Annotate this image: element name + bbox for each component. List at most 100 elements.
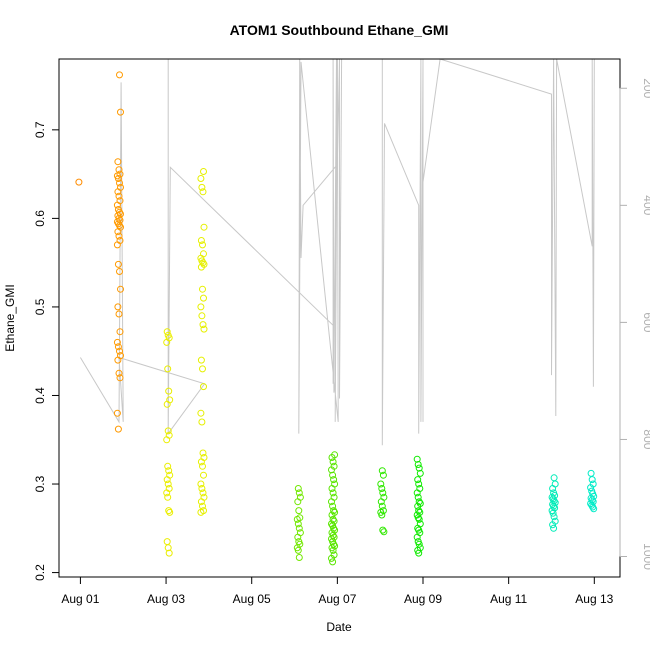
data-point	[75, 178, 83, 186]
data-point	[415, 549, 423, 557]
data-point	[414, 502, 422, 510]
x-tick-label: Aug 11	[490, 592, 527, 606]
data-point	[549, 521, 557, 529]
data-point	[328, 554, 335, 562]
data-point	[116, 71, 123, 79]
data-point	[200, 383, 207, 391]
data-point	[413, 455, 421, 463]
data-point	[200, 325, 208, 333]
pressure-track-layer	[79, 58, 595, 446]
data-point	[294, 520, 302, 528]
data-point	[198, 485, 206, 492]
data-point	[197, 263, 205, 271]
x-tick-label: Aug 05	[233, 592, 271, 606]
data-point	[164, 480, 172, 488]
data-point	[588, 476, 596, 484]
data-point	[413, 533, 421, 541]
data-point	[294, 498, 302, 506]
data-point	[163, 476, 171, 484]
data-point	[163, 338, 171, 346]
data-point	[197, 409, 205, 417]
data-point	[115, 192, 123, 200]
data-point	[295, 524, 303, 532]
data-point	[329, 558, 337, 566]
data-point	[587, 494, 595, 502]
data-point	[378, 511, 386, 519]
data-point	[377, 480, 385, 488]
data-point	[163, 328, 171, 336]
y-tick-label: 0.4	[33, 387, 47, 404]
data-point	[587, 469, 595, 477]
data-point	[164, 462, 172, 470]
data-point	[550, 497, 558, 505]
data-point	[114, 356, 122, 364]
data-point	[550, 524, 558, 532]
data-point	[113, 338, 121, 346]
data-point	[114, 158, 122, 166]
data-point	[295, 554, 303, 561]
data-point	[116, 222, 123, 229]
data-point	[197, 356, 205, 364]
data-point	[294, 533, 302, 541]
data-point	[378, 502, 386, 510]
data-point	[328, 498, 335, 506]
data-point	[549, 495, 557, 503]
data-point	[114, 303, 122, 311]
data-point	[377, 498, 385, 506]
data-point	[113, 241, 121, 249]
data-point	[293, 515, 301, 523]
data-point	[328, 511, 336, 519]
x-axis-title: Date	[326, 620, 352, 634]
data-point	[415, 464, 423, 472]
data-point	[199, 241, 206, 249]
data-point	[113, 201, 121, 209]
data-point	[115, 369, 123, 377]
y2-tick-label: 600	[641, 312, 650, 332]
data-point	[590, 505, 598, 513]
data-point	[550, 502, 558, 510]
data-point	[379, 471, 387, 479]
data-point	[116, 179, 123, 187]
data-point	[415, 507, 423, 515]
data-point	[329, 471, 337, 479]
data-point	[588, 496, 596, 504]
x-tick-label: Aug 09	[404, 592, 442, 606]
data-point	[549, 509, 557, 517]
data-point	[415, 480, 423, 488]
data-point	[199, 365, 206, 373]
data-point	[199, 449, 207, 457]
data-point	[198, 183, 206, 191]
data-point	[550, 513, 558, 521]
data-point	[414, 514, 422, 522]
data-point	[329, 502, 337, 510]
data-point	[330, 476, 338, 484]
y-tick-label: 0.7	[33, 121, 47, 138]
data-point	[165, 549, 173, 557]
chart-title: ATOM1 Southbound Ethane_GMI	[230, 22, 449, 38]
data-point	[378, 485, 386, 492]
data-point	[197, 303, 205, 311]
data-point	[116, 268, 123, 275]
x-tick-label: Aug 13	[575, 592, 613, 606]
pressure-track-line	[79, 58, 595, 446]
data-point	[114, 220, 122, 228]
data-point	[295, 489, 303, 497]
y2-tick-label: 200	[641, 78, 650, 98]
data-point	[415, 515, 423, 523]
data-point	[165, 467, 173, 475]
data-point	[197, 480, 205, 488]
data-point	[328, 454, 336, 461]
data-point	[116, 374, 124, 382]
data-point	[113, 409, 121, 417]
data-point	[163, 489, 171, 497]
data-point	[199, 489, 207, 497]
data-point	[114, 260, 122, 268]
y2-tick-label: 1000	[641, 543, 650, 570]
data-point	[116, 328, 124, 336]
data-points-layer	[75, 71, 598, 566]
data-point	[329, 546, 337, 554]
y-tick-label: 0.6	[33, 210, 47, 227]
x-axis: Aug 01 Aug 03 Aug 05 Aug 07 Aug 09 Aug 11 Aug …	[61, 576, 614, 606]
data-point	[163, 400, 171, 408]
